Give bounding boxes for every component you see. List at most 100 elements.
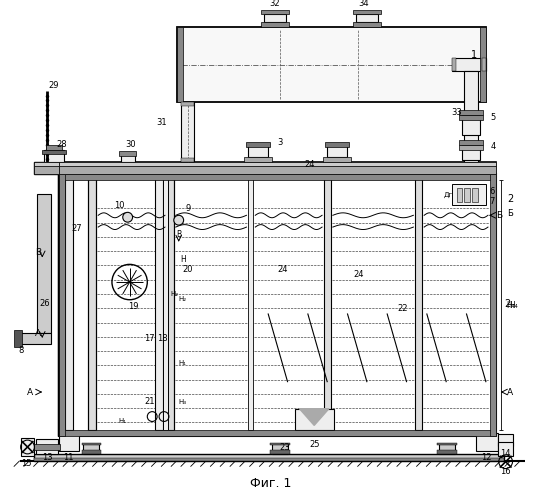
Bar	[451, 58, 486, 71]
Bar	[34, 444, 60, 450]
Text: В: В	[35, 248, 41, 257]
Text: Н: Н	[180, 255, 185, 264]
Bar	[180, 158, 195, 162]
Bar	[163, 179, 168, 430]
Bar	[451, 184, 486, 206]
Text: 8: 8	[18, 346, 23, 356]
Text: 1: 1	[471, 50, 478, 60]
Circle shape	[174, 216, 184, 225]
Text: 23: 23	[280, 444, 290, 452]
Text: 24: 24	[304, 160, 314, 168]
Bar	[247, 142, 270, 146]
Bar	[460, 144, 483, 150]
Text: 16: 16	[500, 467, 511, 476]
Text: Н₄: Н₄	[509, 300, 518, 310]
Bar	[59, 430, 496, 436]
Bar	[46, 144, 62, 150]
Text: 29: 29	[49, 81, 59, 90]
Text: 9: 9	[186, 204, 191, 213]
Bar	[155, 179, 163, 430]
Bar	[44, 150, 64, 162]
Bar	[462, 115, 480, 135]
Text: Дг: Дг	[444, 192, 453, 198]
Text: А: А	[35, 328, 41, 338]
Text: 5: 5	[491, 112, 495, 122]
Bar	[353, 10, 381, 14]
Bar	[59, 433, 79, 451]
Text: Б: Б	[507, 209, 513, 218]
Bar	[323, 158, 351, 162]
Bar	[65, 174, 73, 430]
Bar	[244, 158, 272, 162]
Bar	[34, 162, 59, 166]
Text: 6: 6	[489, 187, 495, 196]
Text: 21: 21	[144, 398, 154, 406]
Text: 19: 19	[128, 302, 139, 311]
Bar	[59, 162, 496, 166]
Bar	[14, 330, 22, 347]
Bar	[177, 27, 486, 102]
Text: 7: 7	[489, 197, 495, 206]
Bar	[18, 333, 51, 344]
Bar	[353, 22, 381, 27]
Bar	[498, 434, 513, 446]
Text: 20: 20	[182, 265, 193, 274]
Text: Н₂: Н₂	[178, 296, 186, 302]
Text: А: А	[507, 388, 513, 396]
Text: А: А	[28, 388, 34, 396]
Bar	[121, 152, 134, 162]
Bar	[59, 174, 496, 180]
Bar	[460, 110, 483, 115]
Bar	[460, 115, 483, 120]
Text: 32: 32	[269, 0, 280, 8]
Bar	[180, 102, 195, 162]
Bar	[480, 27, 486, 102]
Bar	[437, 443, 456, 445]
Bar	[472, 188, 478, 202]
Bar	[482, 58, 486, 71]
Bar	[270, 450, 289, 454]
Bar	[357, 14, 378, 22]
Text: 27: 27	[72, 224, 82, 232]
Bar	[88, 174, 96, 430]
Bar	[36, 439, 58, 454]
Bar	[180, 102, 195, 106]
Bar	[462, 144, 480, 160]
Bar	[37, 194, 51, 333]
Bar	[248, 144, 268, 158]
Bar	[464, 188, 470, 202]
Bar	[59, 166, 496, 174]
Bar	[327, 144, 346, 158]
Text: 25: 25	[309, 440, 319, 448]
Text: 30: 30	[125, 140, 136, 149]
Text: 18: 18	[157, 334, 167, 342]
Bar	[81, 450, 101, 454]
Bar	[83, 444, 99, 454]
Text: 10: 10	[114, 201, 125, 210]
Bar	[59, 174, 496, 436]
Bar	[34, 458, 504, 460]
Text: 22: 22	[397, 304, 408, 313]
Bar	[270, 443, 289, 445]
Text: Б: Б	[496, 211, 502, 220]
Bar	[324, 174, 331, 430]
Bar	[272, 444, 288, 454]
Bar	[59, 174, 65, 436]
Bar	[439, 444, 455, 454]
Text: 13: 13	[42, 454, 53, 462]
Bar	[21, 438, 34, 456]
Bar	[456, 188, 462, 202]
Bar	[451, 58, 456, 71]
Bar	[498, 442, 513, 456]
Text: 31: 31	[157, 118, 167, 126]
Bar	[464, 72, 478, 162]
Bar	[59, 162, 496, 174]
Text: 28: 28	[56, 140, 67, 149]
Text: 2: 2	[505, 298, 511, 308]
Bar	[34, 454, 504, 460]
Text: 34: 34	[358, 0, 369, 8]
Text: 11: 11	[63, 454, 74, 462]
Bar	[476, 433, 498, 451]
Circle shape	[122, 212, 133, 222]
Bar	[460, 140, 483, 144]
